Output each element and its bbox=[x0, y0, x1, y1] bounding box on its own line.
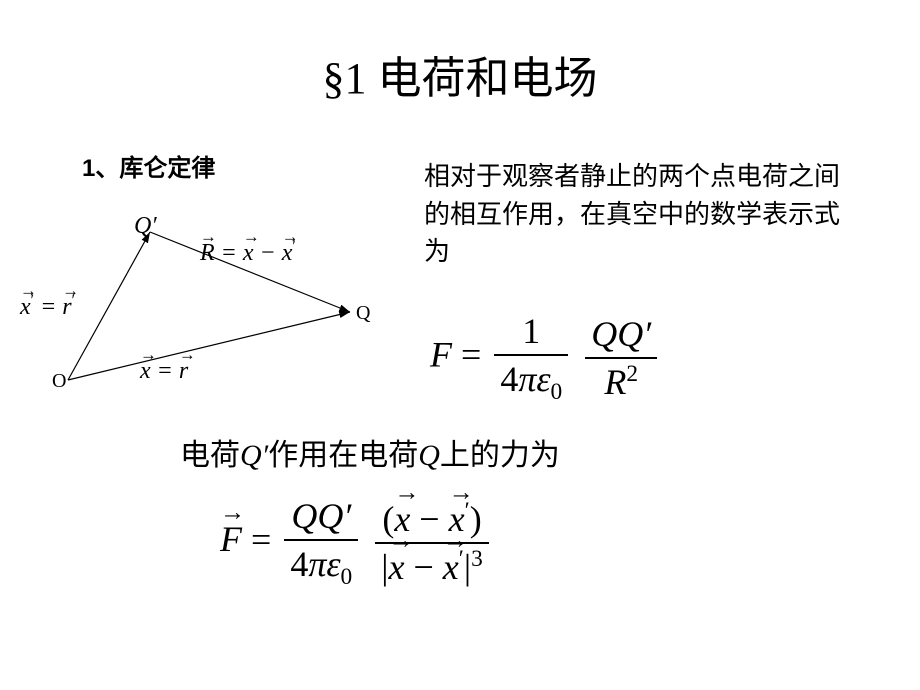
label-qp: Q′ bbox=[134, 213, 157, 240]
edge-o-qp bbox=[68, 232, 150, 380]
force-sentence: 电荷Q′作用在电荷Q上的力为 bbox=[180, 430, 560, 474]
label-x-equation: x = r bbox=[140, 358, 188, 385]
label-q: Q bbox=[356, 302, 370, 325]
edge-o-q bbox=[68, 312, 350, 380]
section-subtitle: 1、库仑定律 bbox=[82, 148, 215, 183]
label-r-equation: R = x − x′ bbox=[200, 238, 296, 267]
page-title: §1 电荷和电场 bbox=[0, 0, 920, 106]
label-xprime-equation: x′ = r′ bbox=[20, 292, 75, 321]
vector-diagram: Q′ Q O R = x − x′ x′ = r′ x = r bbox=[30, 210, 410, 400]
label-o: O bbox=[52, 370, 66, 393]
coulomb-vector-formula: F = QQ′ 4πε0 (x − x′) |x − x′|3 bbox=[220, 495, 493, 591]
description-text: 相对于观察者静止的两个点电荷之间的相互作用，在真空中的数学表示式为 bbox=[424, 158, 854, 271]
coulomb-magnitude-formula: F = 1 4πε0 QQ′ R2 bbox=[430, 310, 661, 406]
